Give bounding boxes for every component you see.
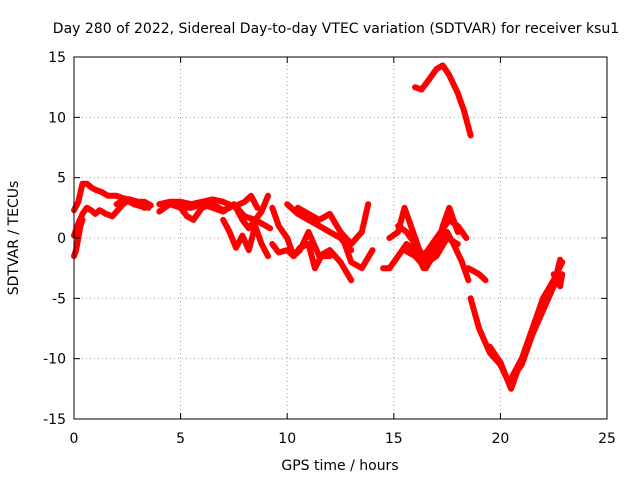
series-track-13 xyxy=(294,204,376,272)
x-tick-label: 15 xyxy=(385,431,403,447)
y-tick-label: -5 xyxy=(52,291,66,307)
y-tick-label: 10 xyxy=(48,110,66,126)
x-tick-label: 5 xyxy=(176,431,185,447)
chart-title: Day 280 of 2022, Sidereal Day-to-day VTE… xyxy=(53,21,619,37)
y-tick-label: 15 xyxy=(48,50,66,66)
series-track-18 xyxy=(401,204,461,272)
y-axis-label: SDTVAR / TECUs xyxy=(6,181,22,296)
x-tick-label: 0 xyxy=(70,431,79,447)
series-track-5 xyxy=(156,192,261,211)
y-tick-label: 5 xyxy=(57,171,66,187)
y-tick-label: 0 xyxy=(57,231,66,247)
x-tick-label: 25 xyxy=(598,431,616,447)
series-track-10 xyxy=(269,204,355,284)
series-track-20 xyxy=(412,62,474,139)
y-tick-label: -15 xyxy=(43,412,66,428)
series-track-22 xyxy=(486,256,564,392)
series-track-4 xyxy=(113,196,152,211)
y-tick-label: -10 xyxy=(43,352,66,368)
axis-ticks: 0 5 10 15 20 25 -15 -10 -5 0 5 10 15 xyxy=(43,50,616,447)
series-track-19 xyxy=(465,265,489,284)
series-track-7 xyxy=(177,201,274,232)
x-tick-label: 10 xyxy=(278,431,296,447)
plot-area xyxy=(71,62,566,392)
series-track-14 xyxy=(337,201,372,247)
x-axis-label: GPS time / hours xyxy=(281,458,398,474)
x-tick-label: 20 xyxy=(491,431,509,447)
series-track-11 xyxy=(269,241,333,272)
series-track-8 xyxy=(220,216,271,260)
series-track-23 xyxy=(550,271,566,290)
series-track-9 xyxy=(233,192,271,232)
